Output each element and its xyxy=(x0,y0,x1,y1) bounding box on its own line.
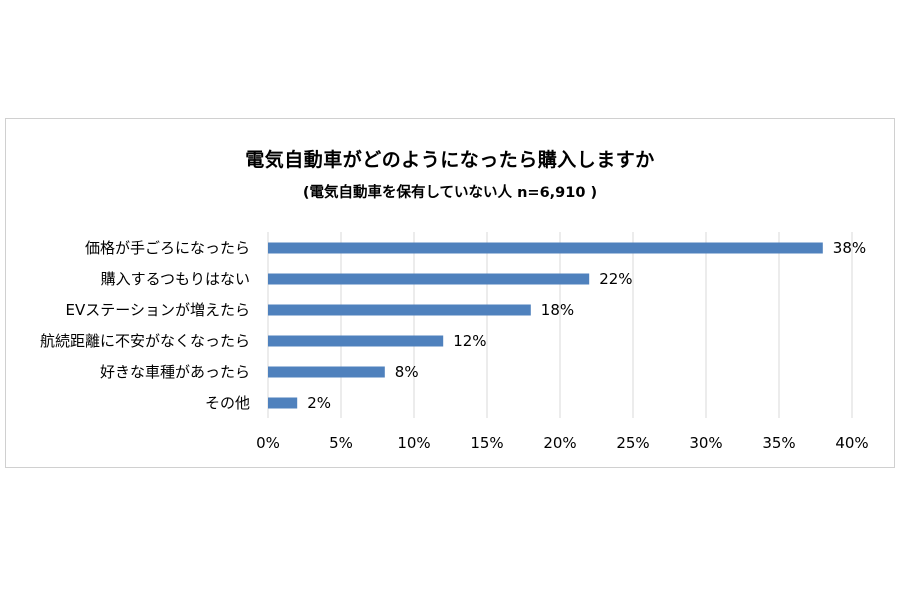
bar xyxy=(268,366,385,378)
chart-title: 電気自動車がどのようになったら購入しますか xyxy=(245,149,655,171)
category-label: 航続距離に不安がなくなったら xyxy=(40,332,250,350)
category-label: その他 xyxy=(205,394,250,412)
x-tick-label: 40% xyxy=(835,434,868,452)
data-label: 18% xyxy=(541,301,574,319)
x-tick-label: 30% xyxy=(689,434,722,452)
gridlines xyxy=(267,232,853,418)
data-label: 38% xyxy=(833,239,866,257)
x-tick-label: 15% xyxy=(470,434,503,452)
data-label: 12% xyxy=(453,332,486,350)
category-label: 好きな車種があったら xyxy=(100,363,250,381)
bar xyxy=(268,273,590,285)
x-tick-label: 5% xyxy=(329,434,353,452)
x-tick-label: 20% xyxy=(543,434,576,452)
bars xyxy=(268,242,823,409)
x-tick-label: 10% xyxy=(397,434,430,452)
bar xyxy=(268,335,444,347)
bar xyxy=(268,397,298,409)
data-labels: 38% 22% 18% 12% 8% 2% xyxy=(307,239,866,412)
bar xyxy=(268,304,531,316)
category-label: 購入するつもりはない xyxy=(101,270,250,288)
x-tick-label: 35% xyxy=(762,434,795,452)
chart-frame xyxy=(5,118,895,468)
category-label: 価格が手ごろになったら xyxy=(85,239,250,257)
data-label: 22% xyxy=(599,270,632,288)
category-label: EVステーションが増えたら xyxy=(66,301,250,319)
bar xyxy=(268,242,823,254)
data-label: 8% xyxy=(395,363,419,381)
x-tick-label: 25% xyxy=(616,434,649,452)
x-axis-tick-labels: 0% 5% 10% 15% 20% 25% 30% 35% 40% xyxy=(256,434,869,452)
x-tick-label: 0% xyxy=(256,434,280,452)
chart-subtitle: (電気自動車を保有していない人 n=6,910 ) xyxy=(302,185,598,201)
data-label: 2% xyxy=(307,394,331,412)
